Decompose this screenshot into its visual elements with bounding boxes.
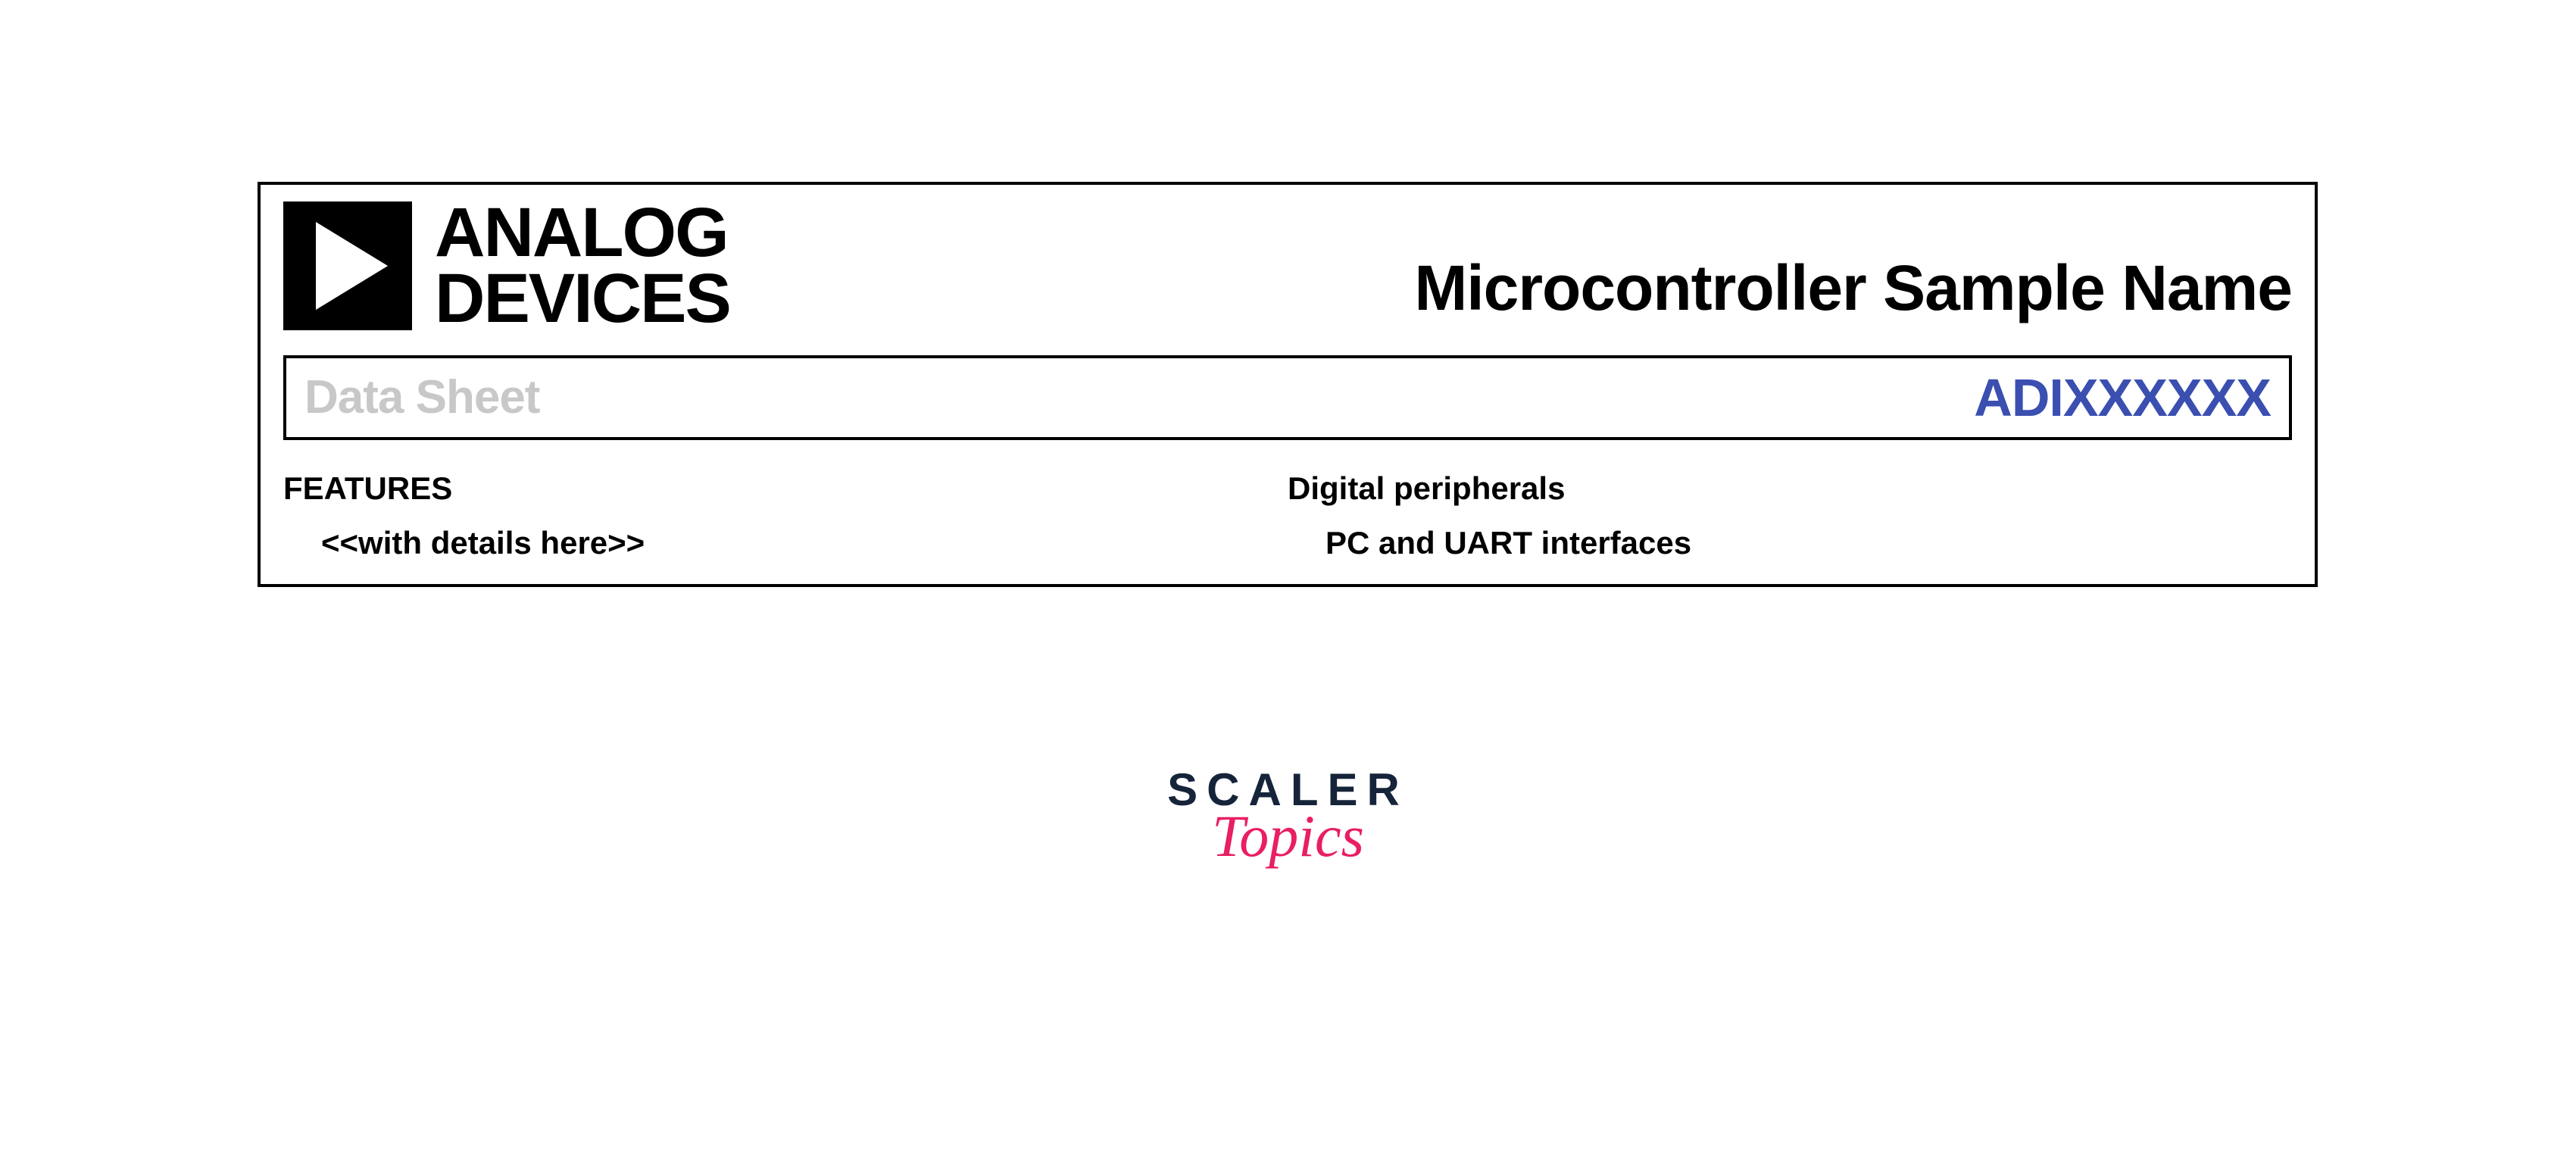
header-row: ANALOG DEVICES Microcontroller Sample Na… (261, 185, 2315, 355)
features-section: FEATURES <<with details here>> Digital p… (261, 440, 2315, 584)
subtitle-bar: Data Sheet ADIXXXXXX (283, 355, 2292, 440)
watermark: SCALER Topics (1167, 764, 1409, 870)
features-placeholder: <<with details here>> (283, 525, 1288, 561)
logo-block: ANALOG DEVICES (283, 200, 730, 333)
features-left-column: FEATURES <<with details here>> (283, 470, 1288, 561)
peripherals-heading: Digital peripherals (1288, 470, 2292, 507)
part-number: ADIXXXXXX (1974, 367, 2271, 428)
product-title: Microcontroller Sample Name (1414, 251, 2292, 333)
play-triangle-icon (316, 222, 388, 310)
features-heading: FEATURES (283, 470, 1288, 507)
datasheet-container: ANALOG DEVICES Microcontroller Sample Na… (258, 182, 2318, 587)
features-right-column: Digital peripherals PC and UART interfac… (1288, 470, 2292, 561)
brand-line2: DEVICES (435, 266, 730, 332)
brand-line1: ANALOG (435, 200, 730, 266)
doc-type-label: Data Sheet (304, 370, 539, 424)
peripherals-item: PC and UART interfaces (1288, 525, 2292, 561)
brand-name: ANALOG DEVICES (435, 200, 730, 333)
analog-devices-logo-icon (283, 201, 412, 330)
